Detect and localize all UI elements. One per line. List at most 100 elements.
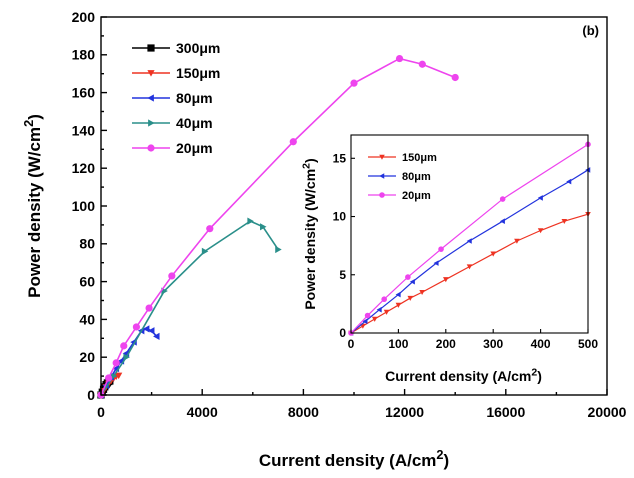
main-legend-80-m-marker xyxy=(147,94,154,102)
main-x-axis-title: Current density (A/cm2) xyxy=(259,447,449,470)
main-x-tick-label: 20000 xyxy=(588,404,627,420)
main-y-tick-label: 160 xyxy=(72,85,96,101)
inset-series-150-m-point xyxy=(514,238,520,244)
inset-series-80-m-point xyxy=(537,195,543,201)
main-panel: 0 4000 8000 12000 16000 200000204060801001201… xyxy=(21,9,626,470)
inset-series-150-m-point xyxy=(466,264,473,270)
inset-series-20-m-point xyxy=(364,312,371,319)
main-legend-40-m-label: 40μm xyxy=(176,115,213,131)
main-legend-150-m-label: 150μm xyxy=(176,65,220,81)
main-x-tick-label: 4000 xyxy=(187,404,218,420)
inset-series-150-m-point xyxy=(371,316,378,322)
inset-series-150-m-point xyxy=(383,309,390,315)
inset-series-150-m-point xyxy=(407,295,414,301)
main-series-40-m-point xyxy=(260,223,267,231)
inset-x-axis-title: Current density (A/cm2) xyxy=(385,366,542,384)
main-series-20-m-point xyxy=(350,79,358,87)
main-legend-20-m-marker xyxy=(147,144,155,152)
inset-series-80-m-point xyxy=(376,306,382,313)
main-series-40-m-point xyxy=(110,372,118,380)
main-series-20-m-point xyxy=(104,374,113,382)
main-y-tick-label: 20 xyxy=(79,349,95,365)
inset-series-80-m-point xyxy=(566,178,572,185)
main-y-tick-label: 100 xyxy=(72,198,96,214)
inset-y-axis-title: Power density (W/cm2) xyxy=(300,158,318,309)
inset-series-150-m-point xyxy=(537,228,544,234)
main-series-40-m-point xyxy=(275,245,282,254)
main-legend-300-m-marker xyxy=(147,44,155,52)
main-y-axis-title: Power density (W/cm2) xyxy=(21,114,44,298)
main-y-tick-label: 40 xyxy=(79,311,95,327)
main-series-20-m-point xyxy=(132,323,141,331)
inset-x-tick-label: 500 xyxy=(578,337,598,351)
main-series-150-m-point xyxy=(115,372,123,380)
inset-series-80-m-point xyxy=(409,278,415,285)
inset-series-150-m-point xyxy=(490,251,496,257)
inset-x-tick-label: 400 xyxy=(531,337,551,351)
inset-series-80-m-point xyxy=(466,238,472,244)
main-series-20-m-point xyxy=(206,225,214,233)
main-series-20-m-point xyxy=(395,54,404,63)
main-series-20-m-point xyxy=(112,359,120,367)
main-legend-20-m-label: 20μm xyxy=(176,140,213,156)
inset-x-tick-label: 200 xyxy=(436,337,456,351)
main-series-40-m-point xyxy=(201,247,209,255)
main-series-20-m-point xyxy=(120,342,128,350)
main-legend-40-m-marker xyxy=(148,119,155,127)
inset-background xyxy=(351,135,588,333)
inset-x-tick-label: 0 xyxy=(348,337,355,351)
inset-legend-20-m-label: 20μm xyxy=(402,190,431,202)
inset-legend-20-m-marker xyxy=(379,192,385,198)
main-y-tick-label: 140 xyxy=(72,122,96,138)
inset-series-80-m-point xyxy=(395,291,401,298)
inset-legend-80-m-marker xyxy=(379,173,385,179)
main-y-tick-label: 180 xyxy=(72,47,96,63)
main-series-80-m-point xyxy=(153,332,160,341)
main-legend-150-m-marker xyxy=(147,70,155,77)
inset-series-150-m-point xyxy=(443,277,449,283)
main-series-40-m-line xyxy=(100,220,279,396)
inset-y-tick-label: 0 xyxy=(339,326,346,340)
main-legend-300-m-label: 300μm xyxy=(176,40,220,56)
inset-series-20-m-point xyxy=(381,296,387,303)
inset-plot-frame xyxy=(350,134,589,334)
main-series-20-m-point xyxy=(451,73,459,82)
main-x-tick-label: 0 xyxy=(97,404,105,420)
main-y-tick-label: 0 xyxy=(87,387,95,403)
inset-series-20-m-point xyxy=(499,196,506,202)
inset-series-80-m-point xyxy=(499,218,505,224)
inset-y-tick-label: 15 xyxy=(333,151,347,165)
inset-y-tick-label: 10 xyxy=(333,210,347,224)
main-y-tick-label: 120 xyxy=(72,160,96,176)
main-y-tick-label: 200 xyxy=(72,9,96,25)
main-panel-label: (b) xyxy=(582,23,599,38)
inset-series-20-m-point xyxy=(438,246,444,252)
inset-series-150-m-point xyxy=(561,218,568,224)
main-series-80-m-point xyxy=(148,327,155,335)
main-x-tick-label: 12000 xyxy=(385,404,424,420)
inset-y-tick-label: 5 xyxy=(339,268,346,282)
main-series-40-m-point xyxy=(247,217,254,225)
inset-legend-80-m-label: 80μm xyxy=(402,171,431,183)
inset-x-tick-label: 300 xyxy=(483,337,503,351)
main-series-80-m-point xyxy=(142,325,150,333)
main-legend-80-m-label: 80μm xyxy=(176,90,213,106)
main-series-20-m-point xyxy=(418,60,426,68)
inset-legend-150-m-marker xyxy=(379,154,385,160)
main-series-40-m-point xyxy=(123,353,130,361)
inset-series-150-m-point xyxy=(395,302,402,308)
main-series-20-m-point xyxy=(289,138,297,146)
main-series-20-m-point xyxy=(168,272,176,280)
main-x-tick-label: 16000 xyxy=(486,404,525,420)
main-x-tick-label: 8000 xyxy=(288,404,319,420)
main-y-tick-label: 80 xyxy=(79,236,95,252)
inset-series-80-m-point xyxy=(362,318,368,325)
inset-legend-150-m-label: 150μm xyxy=(402,152,437,164)
inset-series-80-m-point xyxy=(433,260,439,266)
inset-series-20-m-point xyxy=(405,274,411,280)
main-y-tick-label: 60 xyxy=(79,274,95,290)
inset-series-150-m-point xyxy=(419,289,425,296)
main-series-20-m-point xyxy=(145,304,153,312)
